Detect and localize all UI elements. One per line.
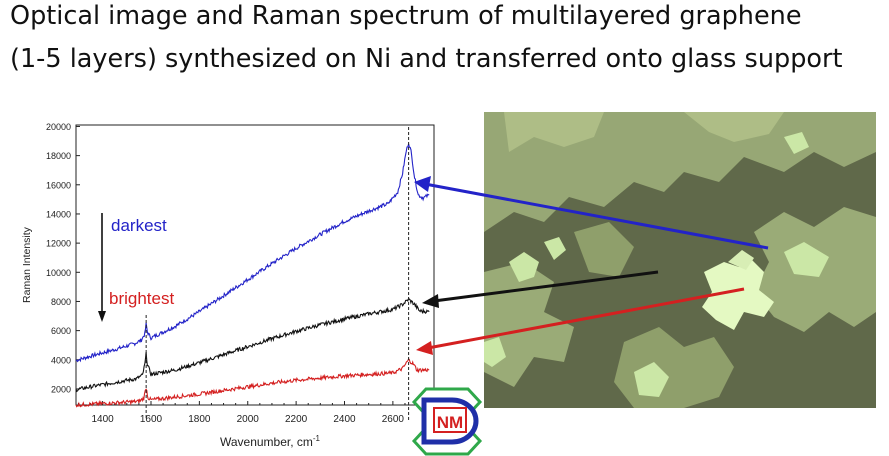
x-axis-label-superscript: -1 xyxy=(313,434,321,443)
series-line-0 xyxy=(75,143,430,363)
x-tick-label-2: 1800 xyxy=(188,414,211,425)
y-axis-label: Raman Intensity xyxy=(21,226,33,303)
y-tick-label-1: 4000 xyxy=(51,355,71,365)
title-line-1: Optical image and Raman spectrum of mult… xyxy=(10,1,802,31)
y-tick-label-7: 16000 xyxy=(46,180,71,190)
y-tick-label-3: 8000 xyxy=(51,297,71,307)
y-tick-label-8: 18000 xyxy=(46,151,71,161)
x-axis-label: Wavenumber, cm-1 xyxy=(220,434,321,449)
y-tick-label-5: 12000 xyxy=(46,239,71,249)
y-tick-label-0: 2000 xyxy=(51,384,71,394)
y-tick-label-9: 20000 xyxy=(46,122,71,132)
series-line-1 xyxy=(75,296,430,393)
label-darkest: darkest xyxy=(111,216,167,235)
y-tick-label-4: 10000 xyxy=(46,268,71,278)
x-tick-label-5: 2400 xyxy=(333,414,356,425)
plot-frame xyxy=(75,124,435,406)
y-tick-label-6: 14000 xyxy=(46,209,71,219)
x-tick-label-3: 2000 xyxy=(237,414,260,425)
x-tick-label-4: 2200 xyxy=(285,414,308,425)
x-axis-label-text: Wavenumber, cm xyxy=(220,435,313,449)
label-brightest: brightest xyxy=(109,289,174,308)
trend-arrow-head xyxy=(98,311,106,322)
nm-logo: NM xyxy=(411,387,483,456)
optical-micrograph xyxy=(484,112,876,408)
nm-logo-text: NM xyxy=(437,413,463,432)
x-tick-label-1: 1600 xyxy=(140,414,163,425)
y-tick-label-2: 6000 xyxy=(51,326,71,336)
title-line-2: (1-5 layers) synthesized on Ni and trans… xyxy=(10,44,843,74)
x-tick-label-6: 2600 xyxy=(382,414,405,425)
series-line-2 xyxy=(75,357,430,408)
x-tick-label-0: 1400 xyxy=(91,414,114,425)
